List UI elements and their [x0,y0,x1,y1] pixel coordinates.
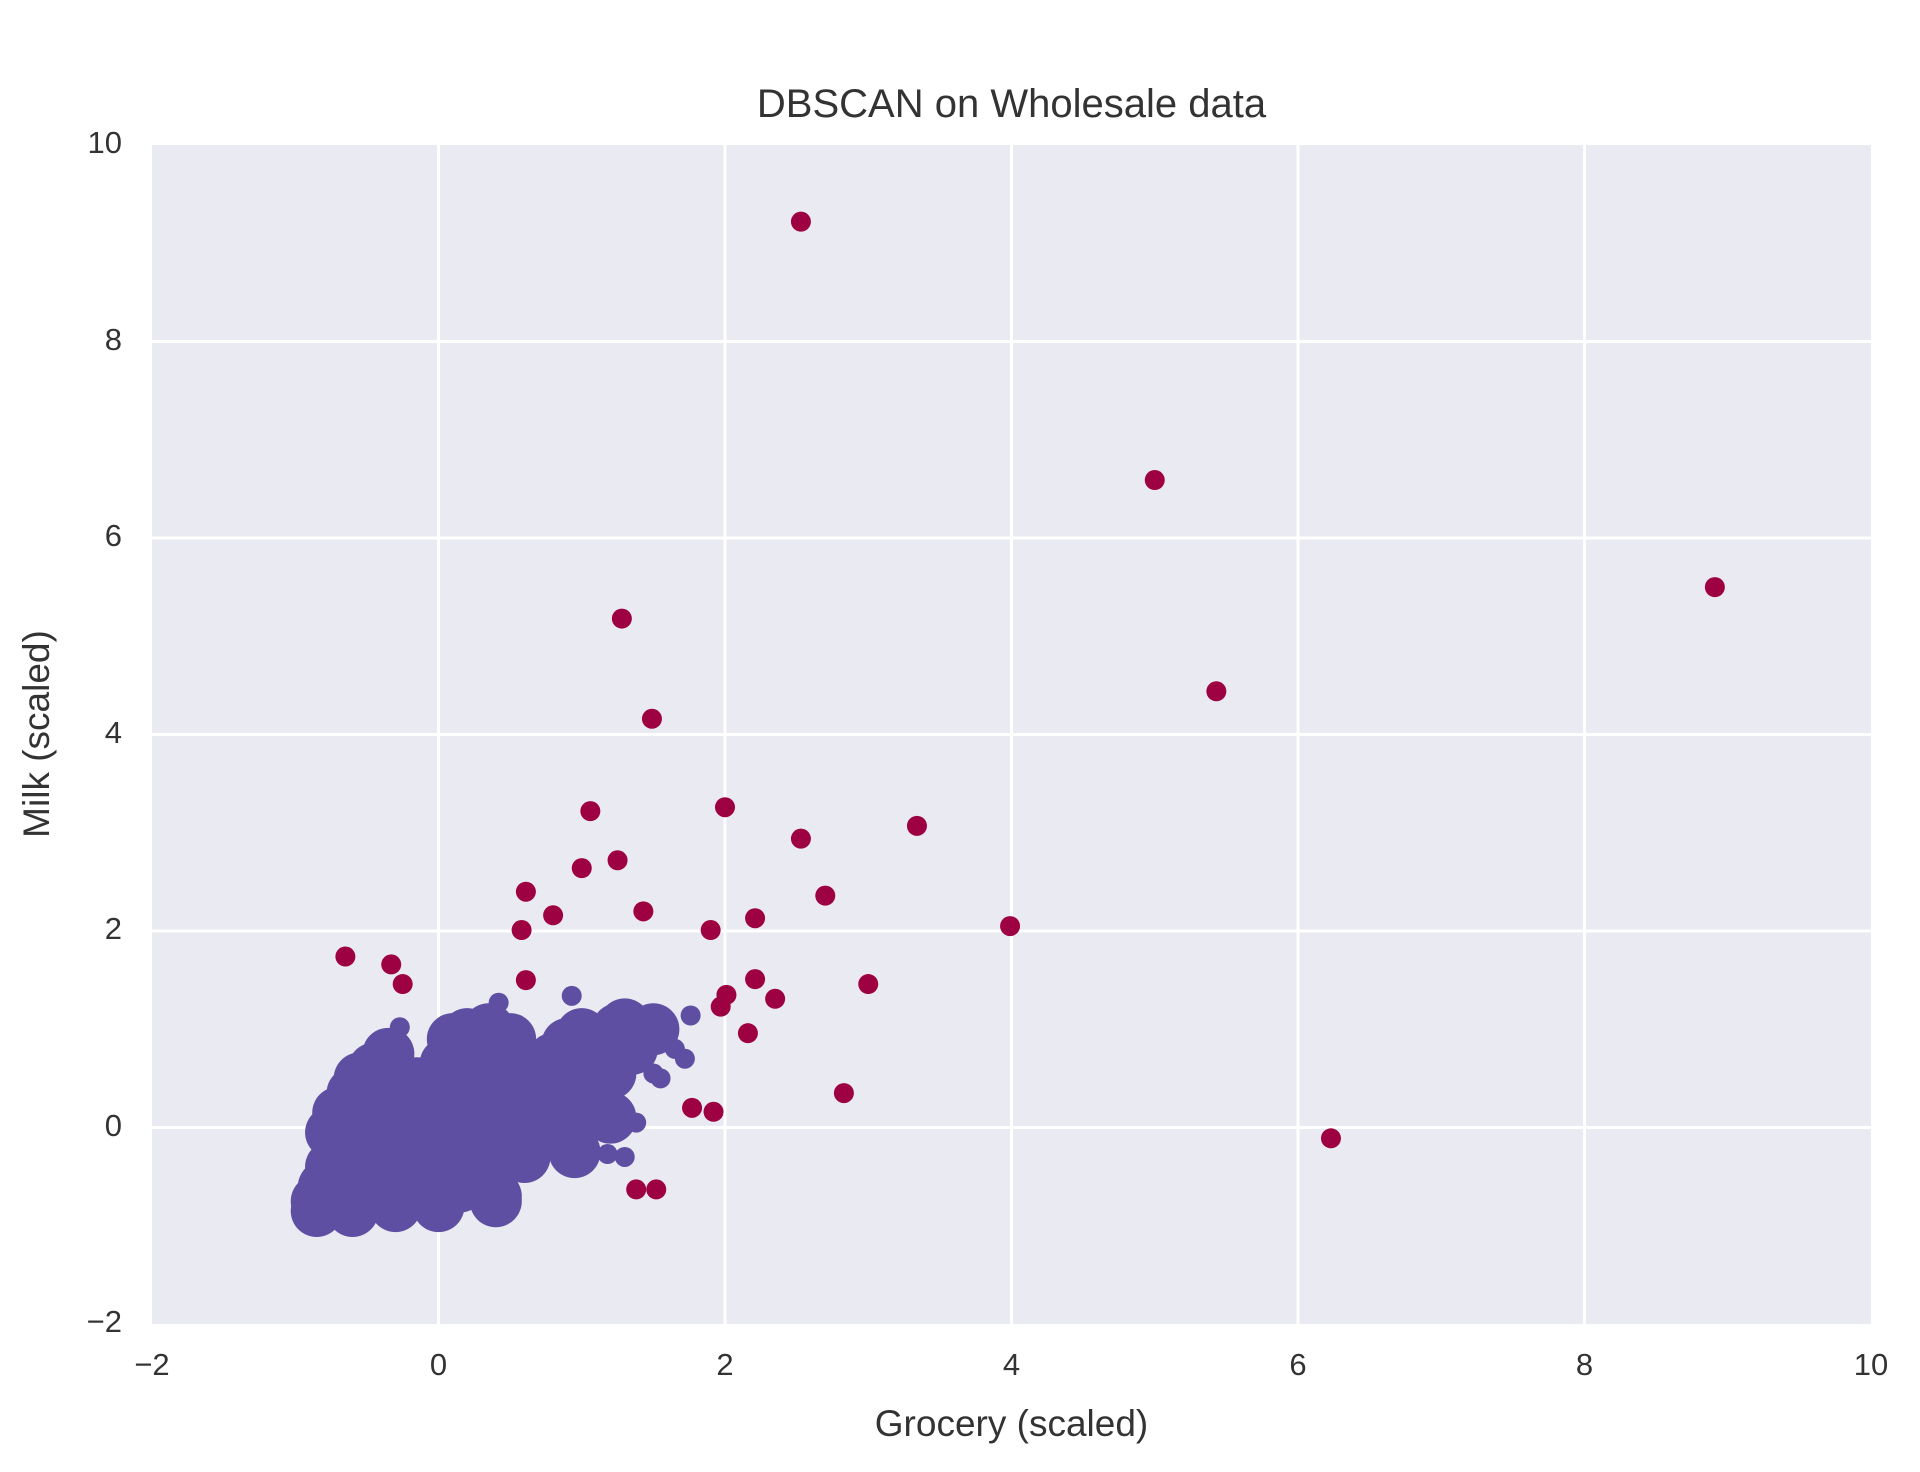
y-tick-label: 4 [104,714,122,750]
x-axis-label: Grocery (scaled) [874,1403,1149,1444]
x-tick-label: 6 [1289,1347,1307,1382]
x-tick-label: 8 [1575,1347,1594,1382]
x-tick-label: 4 [1002,1347,1021,1382]
y-tick-label: 10 [87,125,122,160]
y-tick-label: −2 [86,1304,122,1339]
x-tick-label: 10 [1853,1347,1889,1382]
x-tick-label: 0 [429,1347,448,1382]
y-tick-label: 6 [104,518,122,553]
noise-points [335,211,1725,1200]
x-tick-label: 2 [716,1347,734,1382]
y-axis-label: Milk (scaled) [16,630,57,838]
chart-title: DBSCAN on Wholesale data [756,82,1267,126]
cluster-points [290,985,701,1238]
y-tick-label: 2 [104,911,122,946]
y-tick-label: 0 [104,1107,122,1143]
x-tick-label: −2 [134,1347,170,1382]
y-tick-label: 8 [104,321,122,357]
